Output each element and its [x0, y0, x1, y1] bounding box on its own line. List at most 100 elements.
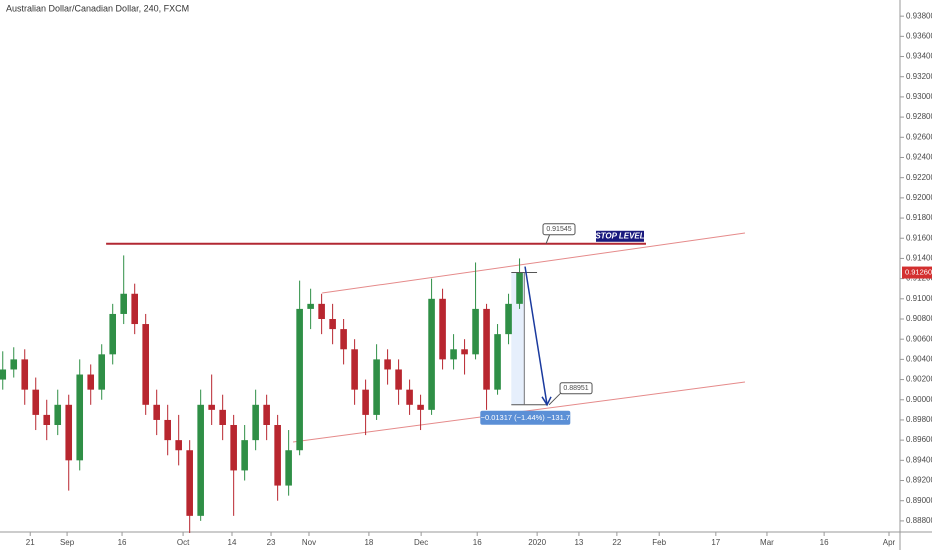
candle-body — [252, 404, 259, 441]
x-tick-label: Dec — [414, 538, 428, 547]
last-price-label: 0.91260 — [905, 268, 932, 277]
candle-body — [340, 329, 347, 350]
candle-body — [0, 369, 7, 380]
trend-line — [322, 232, 746, 294]
candle-body — [263, 404, 270, 425]
candle-body — [87, 374, 95, 390]
measure-label-box — [480, 410, 571, 425]
candle-body — [186, 450, 193, 516]
candle-body — [98, 354, 106, 390]
x-tick-label: 16 — [473, 538, 482, 547]
stop-label-box — [595, 230, 644, 242]
candle-body — [54, 404, 62, 425]
target-label-box — [559, 382, 593, 395]
candle-body — [65, 404, 73, 461]
x-tick-label: Mar — [760, 538, 774, 547]
price-label: 0.91545 — [546, 226, 571, 233]
stop-label: STOP LEVEL — [595, 231, 644, 240]
chart-title: Australian Dollar/Canadian Dollar, 240, … — [6, 3, 189, 13]
x-tick-label: 17 — [711, 538, 720, 547]
x-tick-label: 13 — [574, 538, 583, 547]
candle-body — [120, 293, 128, 314]
candle-body — [208, 404, 215, 410]
x-tick-label: 23 — [267, 538, 276, 547]
candle-body — [109, 313, 117, 355]
measure-area — [511, 272, 526, 405]
x-tick-label: 2020 — [528, 538, 546, 547]
callout — [548, 392, 562, 406]
candle-body — [164, 419, 171, 441]
candle-body — [274, 424, 281, 486]
candle-body — [362, 389, 369, 415]
candle-body — [483, 308, 490, 390]
price-label-box — [542, 223, 576, 236]
candle-body — [296, 308, 303, 451]
candle-body — [406, 389, 413, 405]
candle-body — [516, 272, 523, 304]
candle-body — [21, 359, 29, 390]
candle-body — [417, 404, 424, 410]
candle-body — [450, 349, 457, 360]
candle-body — [384, 359, 391, 370]
candle-body — [505, 303, 512, 335]
x-tick-label: Apr — [883, 538, 896, 547]
x-tick-label: 22 — [612, 538, 621, 547]
candle-body — [10, 359, 18, 370]
candle-body — [175, 440, 182, 451]
candle-body — [373, 359, 380, 415]
candle-body — [494, 334, 501, 390]
target-label: 0.88951 — [563, 385, 588, 392]
x-tick-label: Nov — [302, 538, 316, 547]
last-price-box — [902, 266, 932, 279]
arrow — [524, 266, 548, 405]
callout — [545, 233, 551, 244]
candle-body — [472, 308, 479, 355]
candle-body — [439, 298, 446, 360]
x-tick-label: 21 — [26, 538, 35, 547]
candle-body — [43, 414, 51, 425]
y-tick-label: 0.88800 — [906, 516, 932, 525]
arrow-head — [541, 396, 552, 407]
x-tick-label: 18 — [364, 538, 373, 547]
candle-body — [461, 349, 468, 355]
x-tick-label: Sep — [60, 538, 75, 547]
candle-body — [241, 440, 248, 471]
candle-body — [219, 409, 226, 425]
candle-body — [285, 450, 292, 486]
x-tick-label: 16 — [118, 538, 127, 547]
candle-body — [351, 349, 358, 390]
candle-body — [32, 389, 40, 415]
x-tick-label: 16 — [820, 538, 829, 547]
candle-body — [329, 318, 336, 330]
measure-label: −0.01317 (−1.44%) −131.7 — [481, 413, 570, 422]
candle-body — [428, 298, 435, 410]
candle-body — [307, 303, 314, 309]
candle-body — [197, 404, 204, 516]
x-tick-label: Feb — [652, 538, 666, 547]
